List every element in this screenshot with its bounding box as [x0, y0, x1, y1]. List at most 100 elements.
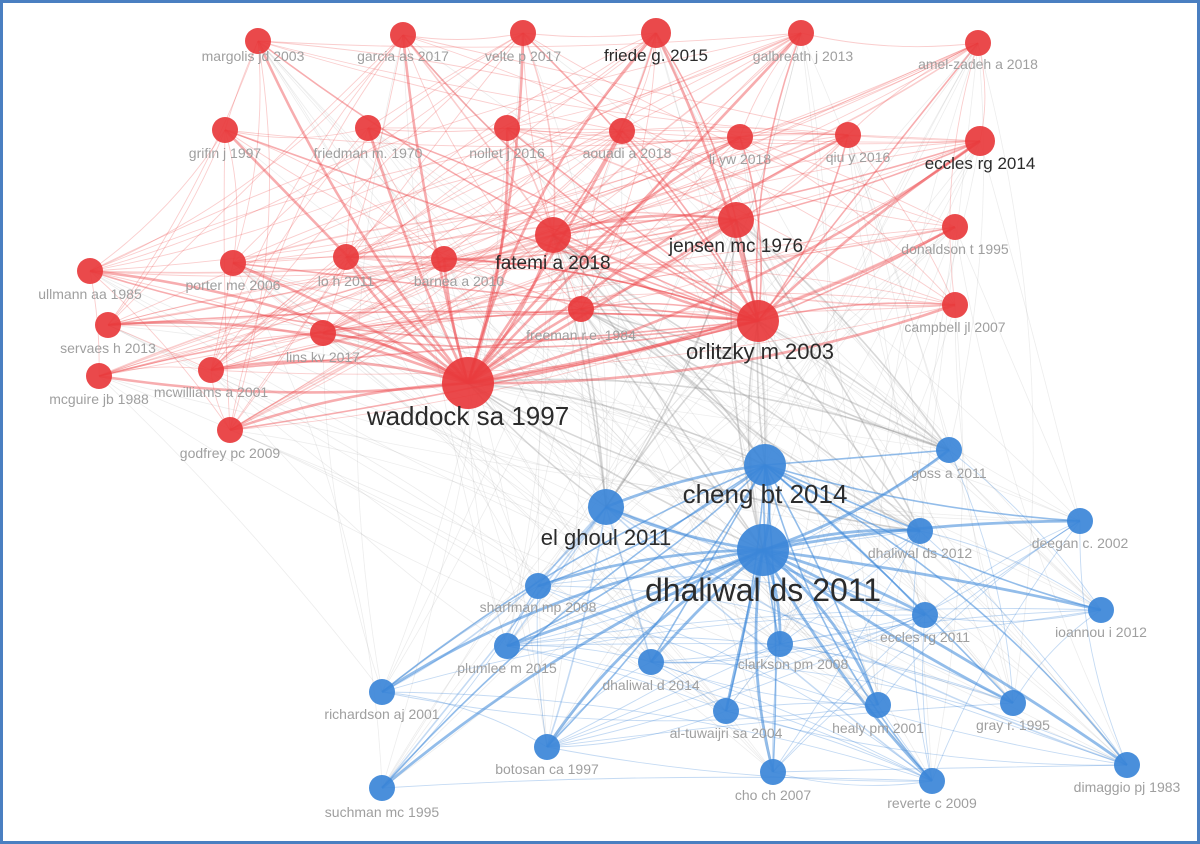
- node-campbell[interactable]: [942, 292, 968, 318]
- node-mcguire[interactable]: [86, 363, 112, 389]
- link-porter-suchman: [232, 262, 383, 789]
- node-liyw[interactable]: [727, 124, 753, 150]
- node-cheng[interactable]: [744, 444, 786, 486]
- link-mcwilliams-waddock: [210, 359, 469, 385]
- node-eccles2014[interactable]: [965, 126, 995, 156]
- link-amelzadeh-gray: [977, 42, 1034, 704]
- node-lins[interactable]: [310, 320, 336, 346]
- link-waddock-clarkson: [467, 382, 781, 645]
- link-ullmann-orlitzky: [89, 270, 759, 341]
- node-galbreath[interactable]: [788, 20, 814, 46]
- node-grifin[interactable]: [212, 117, 238, 143]
- node-sharfman[interactable]: [525, 573, 551, 599]
- link-altuwaijri-healy: [725, 702, 879, 712]
- node-mcwilliams[interactable]: [198, 357, 224, 383]
- node-layer: [77, 18, 1140, 801]
- link-fatemi-elghoul: [552, 234, 607, 508]
- node-amelzadeh[interactable]: [965, 30, 991, 56]
- node-eccles2011[interactable]: [912, 602, 938, 628]
- link-aouadi-ullmann: [89, 130, 623, 272]
- link-servaes-eccles2011: [107, 324, 926, 616]
- node-friedman[interactable]: [355, 115, 381, 141]
- link-galbreath-fatemi: [552, 32, 802, 236]
- link-margolis-servaes: [107, 40, 259, 326]
- link-dhaliwal2011-sharfman: [537, 548, 764, 588]
- link-velte-waddock: [466, 32, 525, 384]
- node-healy[interactable]: [865, 692, 891, 718]
- node-dhaliwald2014[interactable]: [638, 649, 664, 675]
- link-loh-mcwilliams: [210, 256, 347, 371]
- node-barnea[interactable]: [431, 246, 457, 272]
- label-dhaliwal2012: dhaliwal ds 2012: [868, 545, 973, 561]
- node-gray[interactable]: [1000, 690, 1026, 716]
- link-elghoul-botosan: [546, 506, 607, 748]
- link-altuwaijri-reverte: [725, 710, 933, 782]
- link-margolis-reverte: [257, 40, 933, 782]
- node-plumlee[interactable]: [494, 633, 520, 659]
- node-ioannou[interactable]: [1088, 597, 1114, 623]
- node-suchman[interactable]: [369, 775, 395, 801]
- link-elghoul-plumlee: [506, 506, 607, 647]
- node-aouadi[interactable]: [609, 118, 635, 144]
- node-qiu[interactable]: [835, 122, 861, 148]
- link-cheng-reverte: [764, 464, 933, 782]
- link-waddock-goss: [467, 378, 950, 451]
- label-healy: healy pm 2001: [832, 720, 924, 736]
- node-garcia[interactable]: [390, 22, 416, 48]
- node-clarkson[interactable]: [767, 631, 793, 657]
- link-jensen-mcguire: [98, 219, 737, 377]
- link-aouadi-ioannou: [621, 130, 1102, 611]
- node-loh[interactable]: [333, 244, 359, 270]
- node-richardson[interactable]: [369, 679, 395, 705]
- node-botosan[interactable]: [534, 734, 560, 760]
- link-sharfman-suchman: [381, 585, 539, 789]
- node-deegan[interactable]: [1067, 508, 1093, 534]
- link-amelzadeh-elghoul: [605, 42, 979, 508]
- node-reverte[interactable]: [919, 768, 945, 794]
- link-campbell-mcwilliams: [210, 304, 956, 375]
- node-jensen[interactable]: [718, 202, 754, 238]
- node-fatemi[interactable]: [535, 217, 571, 253]
- link-donaldson-servaes: [107, 226, 956, 326]
- link-suchman-reverte: [381, 776, 933, 789]
- node-ullmann[interactable]: [77, 258, 103, 284]
- link-eccles2014-lins: [322, 140, 981, 334]
- link-donaldson-lins: [322, 226, 956, 334]
- link-ioannou-dhaliwald2014: [650, 609, 1102, 663]
- link-godfrey-dhaliwald2014: [229, 429, 652, 663]
- link-eccles2014-fatemi: [552, 140, 981, 236]
- link-jensen-ullmann: [89, 219, 737, 274]
- node-porter[interactable]: [220, 250, 246, 276]
- node-dhaliwal2011[interactable]: [737, 524, 789, 576]
- node-goss[interactable]: [936, 437, 962, 463]
- node-nollet[interactable]: [494, 115, 520, 141]
- link-jensen-mcwilliams: [210, 219, 737, 371]
- node-dhaliwal2012[interactable]: [907, 518, 933, 544]
- link-galbreath-nollet: [506, 32, 802, 129]
- label-freeman: freeman r.e. 1984: [526, 327, 636, 343]
- link-mcguire-deegan: [98, 375, 1081, 522]
- node-freeman[interactable]: [568, 296, 594, 322]
- node-godfrey[interactable]: [217, 417, 243, 443]
- link-qiu-orlitzky: [757, 134, 849, 322]
- link-margolis-healy: [257, 40, 879, 706]
- node-orlitzky[interactable]: [737, 300, 779, 342]
- link-margolis-liyw: [257, 40, 741, 138]
- node-altuwaijri[interactable]: [713, 698, 739, 724]
- node-elghoul[interactable]: [588, 489, 624, 525]
- link-qiu-lins: [322, 134, 849, 334]
- node-waddock[interactable]: [442, 357, 494, 409]
- node-velte[interactable]: [510, 20, 536, 46]
- node-servaes[interactable]: [95, 312, 121, 338]
- node-margolis[interactable]: [245, 28, 271, 54]
- node-friede[interactable]: [641, 18, 671, 48]
- node-dimaggio[interactable]: [1114, 752, 1140, 778]
- node-donaldson[interactable]: [942, 214, 968, 240]
- link-dhaliwal2012-cho: [772, 530, 921, 773]
- link-richardson-reverte: [381, 691, 933, 782]
- link-clarkson-dhaliwald2014: [650, 643, 781, 664]
- link-orlitzky-mcwilliams: [210, 320, 759, 371]
- node-cho[interactable]: [760, 759, 786, 785]
- label-plumlee: plumlee m 2015: [457, 660, 557, 676]
